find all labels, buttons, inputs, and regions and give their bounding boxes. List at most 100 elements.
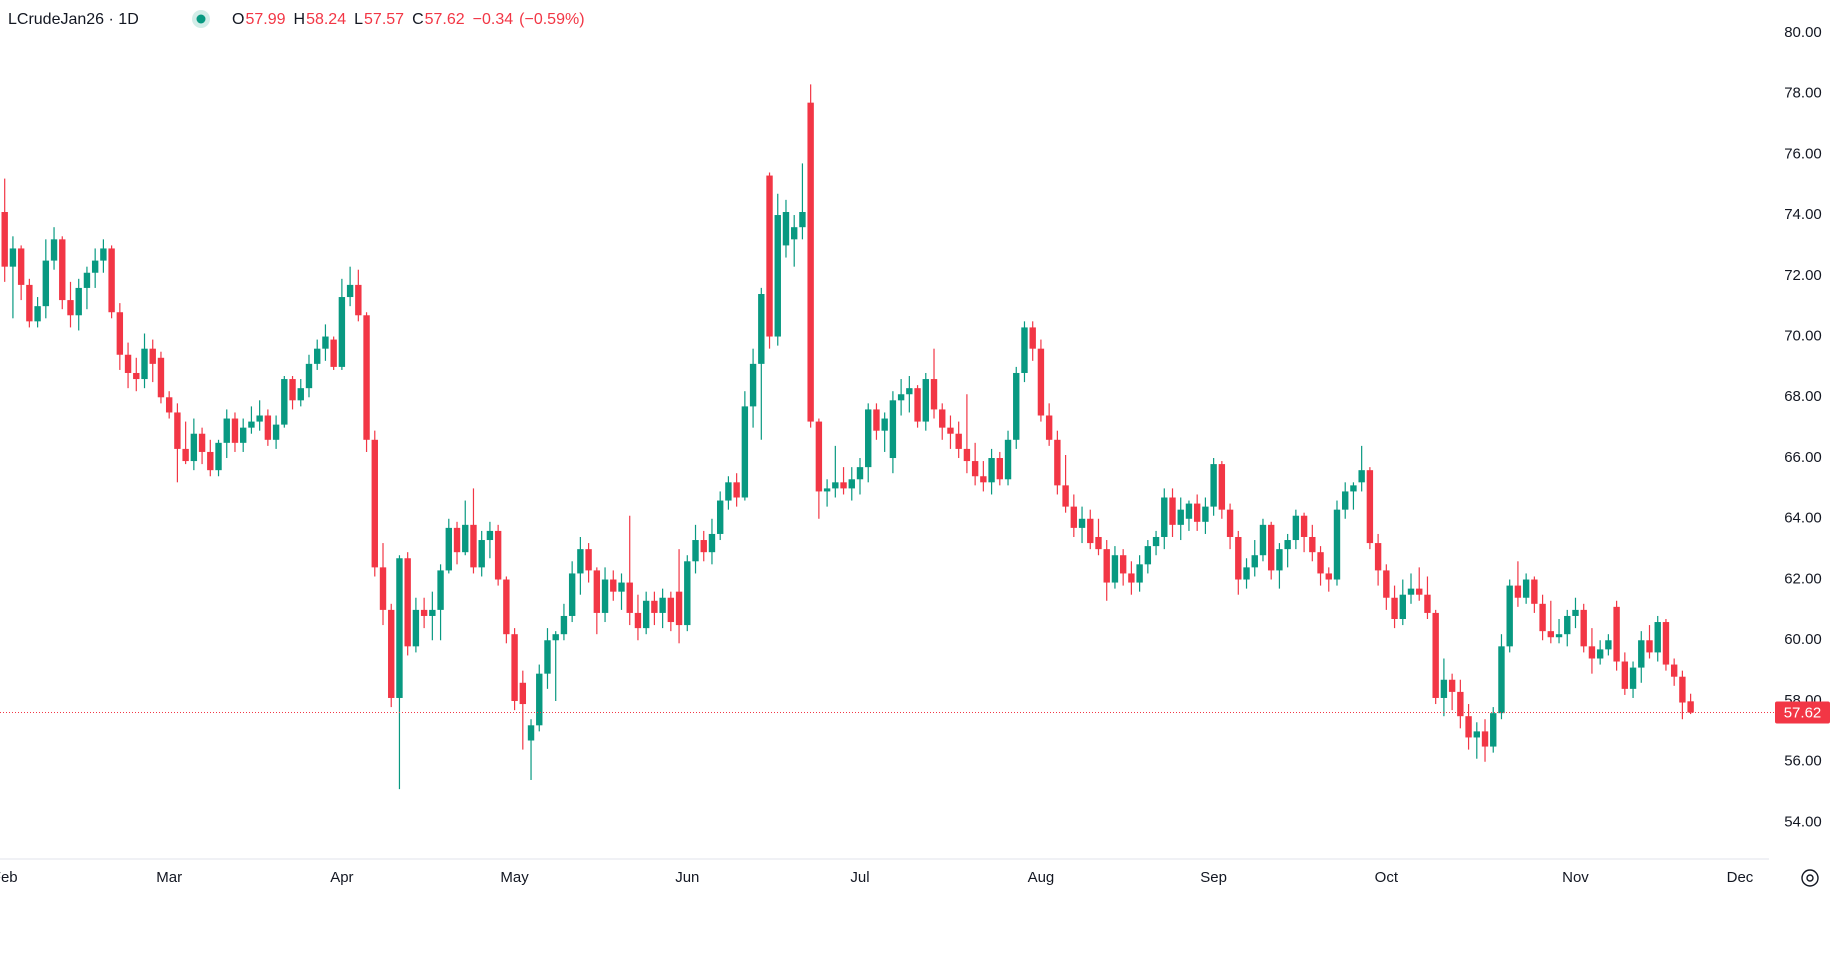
candle-body	[462, 524, 469, 553]
y-tick-label: 64.00	[1784, 510, 1822, 527]
candle-body	[865, 409, 872, 468]
candle-body	[1276, 549, 1283, 571]
symbol-title[interactable]: LCrudeJan26 · 1D	[8, 11, 139, 28]
candle-body	[108, 248, 115, 313]
candle-body	[749, 363, 757, 407]
candle-body	[1646, 640, 1653, 653]
candle-body	[363, 315, 370, 440]
candle-body	[1547, 631, 1555, 638]
candle-body	[305, 363, 313, 389]
candle-body	[470, 524, 477, 568]
y-tick-label: 60.00	[1784, 631, 1822, 648]
candle-body	[988, 458, 995, 483]
candle-body	[9, 248, 17, 267]
candle-body	[758, 294, 765, 364]
legend-change: (−0.59%)	[519, 11, 584, 28]
candle-body	[1407, 588, 1415, 595]
candle-body	[1596, 649, 1604, 659]
legend-key: H	[294, 11, 306, 28]
candle-body	[1, 212, 8, 267]
candle-body	[791, 227, 798, 240]
candle-body	[1555, 634, 1563, 638]
candle-body	[1342, 491, 1349, 510]
candle-body	[1152, 536, 1160, 547]
candle-body	[1654, 622, 1661, 653]
x-tick-label: Mar	[156, 869, 182, 886]
candle-body	[675, 591, 683, 626]
candle-body	[1679, 676, 1686, 703]
candle-body	[840, 482, 847, 489]
candle-body	[346, 284, 354, 298]
candle-body	[1169, 497, 1176, 525]
legend-key: L	[354, 11, 363, 28]
y-tick-label: 74.00	[1784, 206, 1822, 223]
y-tick-label: 80.00	[1784, 24, 1822, 41]
candle-body	[42, 260, 50, 307]
candle-body	[437, 570, 444, 610]
candle-body	[1391, 597, 1398, 620]
candle-body	[708, 533, 716, 553]
candle-body	[1259, 524, 1267, 556]
candle-body	[1506, 585, 1513, 647]
candle-body	[766, 175, 773, 337]
y-tick-label: 62.00	[1784, 570, 1822, 587]
candle-body	[338, 297, 346, 367]
candle-body	[1350, 485, 1357, 492]
candle-body	[379, 567, 387, 610]
candle-body	[1366, 470, 1374, 544]
candle-body	[17, 248, 25, 285]
candle-body	[1358, 470, 1365, 483]
candle-body	[1424, 594, 1431, 613]
candle-body	[906, 388, 913, 395]
y-tick-label: 76.00	[1784, 145, 1822, 162]
candle-body	[914, 388, 921, 422]
settings-icon[interactable]	[1801, 869, 1819, 887]
candle-body	[239, 427, 247, 443]
candle-body	[412, 609, 420, 647]
candle-body	[59, 239, 66, 301]
candle-body	[1300, 515, 1308, 537]
candle-body	[971, 461, 979, 477]
candle-body	[1021, 327, 1028, 373]
candle-body	[1045, 415, 1053, 440]
candle-body	[897, 394, 905, 401]
candle-body	[1235, 536, 1242, 580]
candle-body	[1522, 579, 1530, 598]
candle-body	[568, 573, 576, 616]
settings-icon-ring[interactable]	[1801, 869, 1819, 887]
candle-body	[536, 673, 543, 726]
candle-body	[355, 284, 362, 316]
candle-body	[330, 339, 337, 367]
candle-body	[1613, 606, 1620, 662]
candle-body	[1185, 503, 1193, 519]
candle-body	[1202, 506, 1209, 522]
candle-body	[1333, 509, 1341, 580]
candle-body	[1498, 646, 1505, 714]
candle-body	[881, 418, 888, 431]
candle-body	[519, 682, 527, 705]
candle-body	[1136, 564, 1143, 583]
legend-value: 57.62	[425, 11, 465, 28]
candle-body	[684, 561, 691, 626]
candle-body	[248, 421, 255, 428]
candle-body	[100, 248, 107, 261]
candle-body	[1054, 439, 1061, 486]
candle-body	[34, 306, 41, 322]
settings-icon-center[interactable]	[1806, 874, 1814, 882]
candle-body	[256, 415, 263, 422]
candle-body	[618, 582, 625, 592]
candle-body	[1251, 555, 1258, 568]
legend-key: O	[232, 11, 244, 28]
candle-body	[1087, 518, 1094, 544]
candle-body	[560, 615, 568, 635]
candle-body	[848, 479, 855, 489]
candle-body	[955, 433, 962, 449]
candle-body	[807, 102, 814, 422]
candle-body	[1638, 640, 1645, 668]
candle-body	[429, 609, 436, 616]
candle-body	[116, 312, 124, 355]
candle-body	[1629, 667, 1637, 689]
candle-body	[716, 500, 724, 534]
candle-body	[67, 300, 74, 316]
